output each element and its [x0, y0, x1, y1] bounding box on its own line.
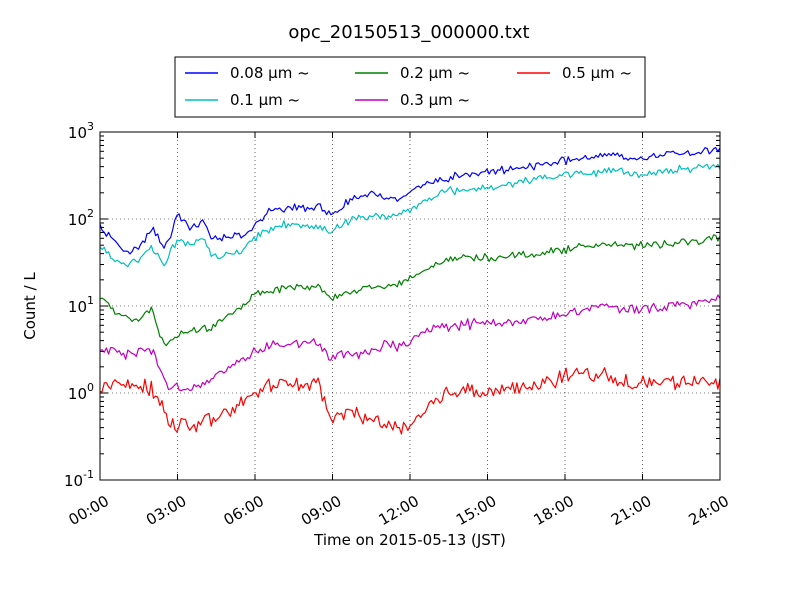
series-layer — [99, 146, 721, 435]
legend-box — [174, 56, 646, 118]
series-line-3 — [99, 294, 721, 392]
series-line-1 — [99, 163, 721, 268]
y-tick-label: 101 — [68, 294, 94, 316]
series-line-4 — [99, 367, 721, 435]
legend-label: 0.08 μm ~ — [230, 64, 310, 82]
legend-label: 0.2 μm ~ — [400, 64, 470, 82]
x-axis-label: Time on 2015-05-13 (JST) — [313, 531, 506, 549]
ticks — [99, 131, 721, 481]
y-tick-label: 100 — [68, 381, 94, 403]
legend-items: 0.08 μm ~ 0.1 μm ~ 0.2 μm ~ 0.3 μm ~ 0.5 μm … — [185, 64, 632, 109]
legend-label: 0.1 μm ~ — [230, 91, 300, 109]
chart-title: opc_20150513_000000.txt — [288, 22, 529, 43]
series-line-2 — [99, 234, 721, 347]
y-axis-label: Count / L — [21, 272, 39, 340]
legend-label: 0.5 μm ~ — [562, 64, 632, 82]
series-line-0 — [99, 146, 721, 255]
y-tick-label: 103 — [68, 120, 94, 142]
legend-label: 0.3 μm ~ — [400, 91, 470, 109]
y-tick-label: 10-1 — [64, 468, 94, 490]
y-tick-label: 102 — [68, 207, 94, 229]
y-tick-labels: 10-1 100 101 102 103 — [64, 120, 94, 490]
legend: 0.08 μm ~ 0.1 μm ~ 0.2 μm ~ 0.3 μm ~ 0.5 μm … — [174, 56, 646, 118]
